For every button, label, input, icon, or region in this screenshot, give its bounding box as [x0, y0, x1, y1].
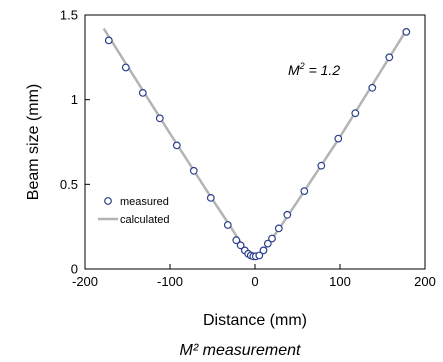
x-tick-label: -100 — [157, 274, 183, 289]
measured-point — [402, 28, 411, 36]
measured-point — [263, 239, 272, 248]
x-axis-title: Distance (mm) — [203, 312, 307, 329]
measured-point — [274, 224, 283, 233]
measured-point — [385, 53, 394, 62]
annotation-m2: M2 = 1.2 — [288, 61, 340, 78]
x-tick-label: 100 — [329, 274, 351, 289]
legend: measured calculated — [98, 196, 170, 226]
measured-point — [259, 246, 268, 255]
y-tick-label: 0 — [71, 262, 78, 277]
measured-point — [121, 63, 130, 72]
measured-point — [206, 193, 215, 202]
x-tick-label: -200 — [72, 274, 98, 289]
y-tick-label: 1.5 — [60, 8, 78, 23]
axis-ticks: -200 -100 0 100 200 0 0.5 1 1.5 — [60, 8, 436, 290]
measured-point — [268, 234, 276, 243]
measured-point — [138, 88, 147, 97]
measured-point — [236, 241, 245, 250]
measured-point — [104, 36, 113, 45]
measured-point — [334, 134, 343, 143]
measured-point — [232, 236, 241, 245]
measured-point — [172, 141, 181, 150]
measured-point — [283, 210, 292, 219]
figure-caption: M² measurement — [180, 342, 301, 359]
measured-point — [189, 166, 198, 175]
x-tick-label: 0 — [251, 274, 258, 289]
x-tick-label: 200 — [414, 274, 436, 289]
y-tick-label: 0.5 — [60, 177, 78, 192]
measured-point — [223, 221, 232, 229]
measured-point — [368, 83, 377, 92]
measured-point — [300, 187, 309, 196]
measured-point — [351, 109, 360, 118]
y-tick-label: 1 — [71, 92, 78, 107]
legend-measured-label: measured — [120, 196, 169, 208]
measured-point — [255, 251, 264, 260]
measured-point — [317, 161, 326, 170]
measured-series — [104, 28, 411, 261]
legend-measured-marker — [104, 197, 112, 205]
plot-frame — [84, 14, 426, 270]
legend-calculated-label: calculated — [120, 214, 170, 226]
measured-point — [155, 114, 164, 123]
y-axis-title: Beam size (mm) — [25, 84, 42, 200]
